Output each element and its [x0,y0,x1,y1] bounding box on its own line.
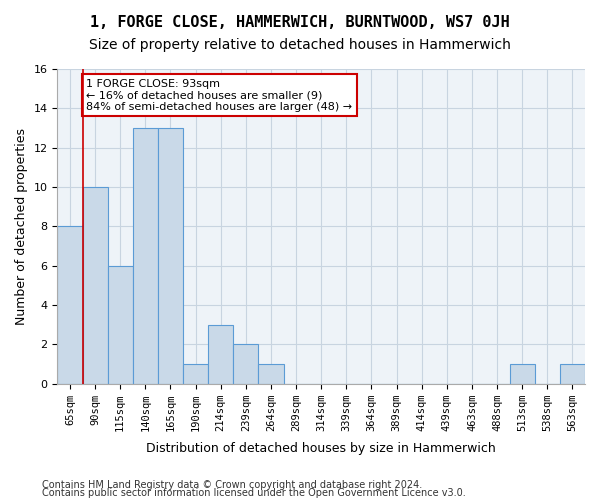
Bar [133,128,158,384]
Bar [158,128,183,384]
Bar [259,364,284,384]
Y-axis label: Number of detached properties: Number of detached properties [15,128,28,325]
Bar [208,324,233,384]
Bar [560,364,585,384]
Bar [509,364,535,384]
Bar [83,187,107,384]
Text: 1, FORGE CLOSE, HAMMERWICH, BURNTWOOD, WS7 0JH: 1, FORGE CLOSE, HAMMERWICH, BURNTWOOD, W… [90,15,510,30]
X-axis label: Distribution of detached houses by size in Hammerwich: Distribution of detached houses by size … [146,442,496,455]
Text: Contains HM Land Registry data © Crown copyright and database right 2024.: Contains HM Land Registry data © Crown c… [42,480,422,490]
Bar [183,364,208,384]
Bar [58,226,83,384]
Text: Size of property relative to detached houses in Hammerwich: Size of property relative to detached ho… [89,38,511,52]
Bar [107,266,133,384]
Bar [233,344,259,384]
Text: 1 FORGE CLOSE: 93sqm
← 16% of detached houses are smaller (9)
84% of semi-detach: 1 FORGE CLOSE: 93sqm ← 16% of detached h… [86,79,352,112]
Text: Contains public sector information licensed under the Open Government Licence v3: Contains public sector information licen… [42,488,466,498]
